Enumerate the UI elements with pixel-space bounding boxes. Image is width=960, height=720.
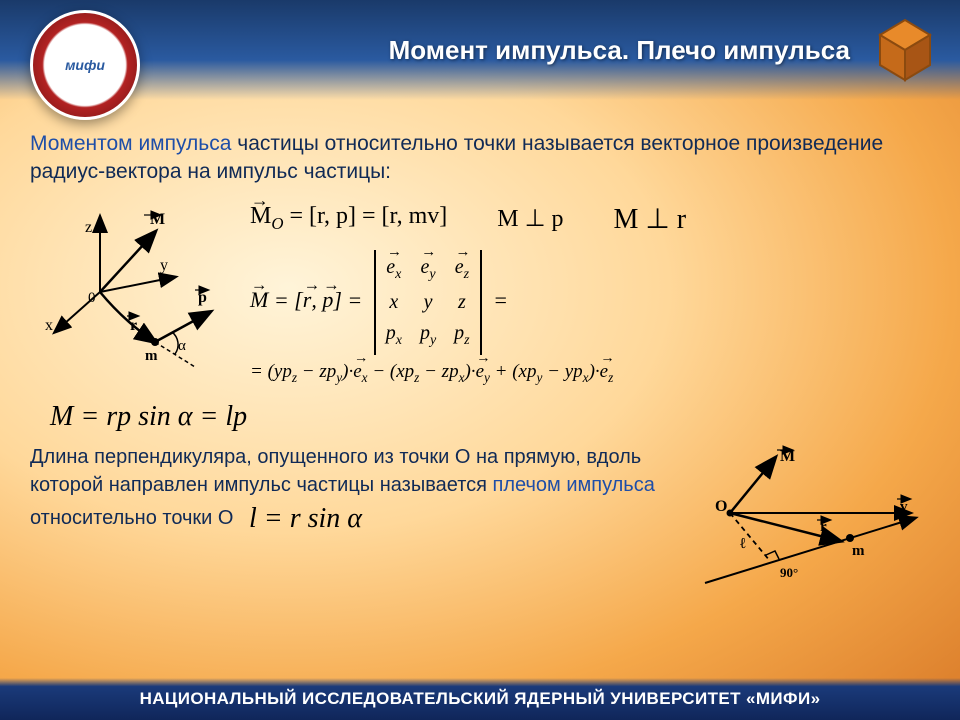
cube-icon — [870, 15, 940, 85]
svg-text:p: p — [198, 289, 207, 306]
footer: НАЦИОНАЛЬНЫЙ ИССЛЕДОВАТЕЛЬСКИЙ ЯДЕРНЫЙ У… — [0, 678, 960, 720]
university-logo: мифи — [30, 10, 140, 120]
svg-text:v: v — [900, 499, 908, 515]
svg-text:α: α — [178, 338, 186, 354]
eq-mo: MO = [r, p] = [r, mv] — [250, 203, 447, 234]
svg-text:z: z — [85, 219, 92, 236]
eq-arm: l = r sin α — [249, 503, 362, 534]
svg-text:O: O — [715, 498, 727, 515]
eq-perp-mp: M ⊥ p — [497, 204, 563, 233]
svg-text:m: m — [852, 543, 865, 559]
svg-text:x: x — [45, 317, 53, 334]
svg-text:ℓ: ℓ — [740, 536, 746, 552]
svg-text:0: 0 — [88, 290, 96, 306]
arm-diagram: O M v r m ℓ 90° — [700, 443, 930, 593]
svg-text:90°: 90° — [780, 565, 798, 580]
equation-top-row: MO = [r, p] = [r, mv] M ⊥ p M ⊥ r — [250, 202, 930, 236]
formula-row: z y x 0 M r p m α MO = [r, p] = [r, mv] … — [30, 202, 930, 392]
footer-text: НАЦИОНАЛЬНЫЙ ИССЛЕДОВАТЕЛЬСКИЙ ЯДЕРНЫЙ У… — [140, 689, 821, 709]
logo-text: мифи — [65, 57, 105, 73]
definition-1: Моментом импульса частицы относительно т… — [30, 130, 930, 187]
slide-title: Момент импульса. Плечо импульса — [389, 35, 850, 66]
definition-2: Длина перпендикуляра, опущенного из точк… — [30, 443, 680, 538]
svg-text:r: r — [130, 317, 137, 334]
header: мифи Момент импульса. Плечо импульса — [0, 0, 960, 100]
def2-after: относительно точки О — [30, 507, 233, 529]
svg-text:y: y — [160, 257, 168, 274]
vector-diagram-3d: z y x 0 M r p m α — [30, 202, 230, 372]
svg-text:r: r — [820, 519, 827, 535]
eq-magnitude: M = rp sin α = lp — [50, 401, 930, 433]
eq-determinant: M = [r, p] = ex ey ez xyz px py pz = — [250, 250, 930, 355]
term-angular-momentum: Моментом импульса — [30, 132, 231, 155]
content-area: Моментом импульса частицы относительно т… — [30, 130, 930, 670]
svg-text:m: m — [145, 348, 158, 364]
equations-block: MO = [r, p] = [r, mv] M ⊥ p M ⊥ r M = [r… — [250, 202, 930, 392]
term-arm: плечом импульса — [493, 474, 655, 496]
svg-text:M: M — [150, 211, 165, 228]
eq-expansion: = (ypz − zpy)·ex − (xpz − zpx)·ey + (xpy… — [250, 361, 930, 386]
bottom-row: Длина перпендикуляра, опущенного из точк… — [30, 443, 930, 593]
eq-perp-mr: M ⊥ r — [614, 202, 687, 236]
